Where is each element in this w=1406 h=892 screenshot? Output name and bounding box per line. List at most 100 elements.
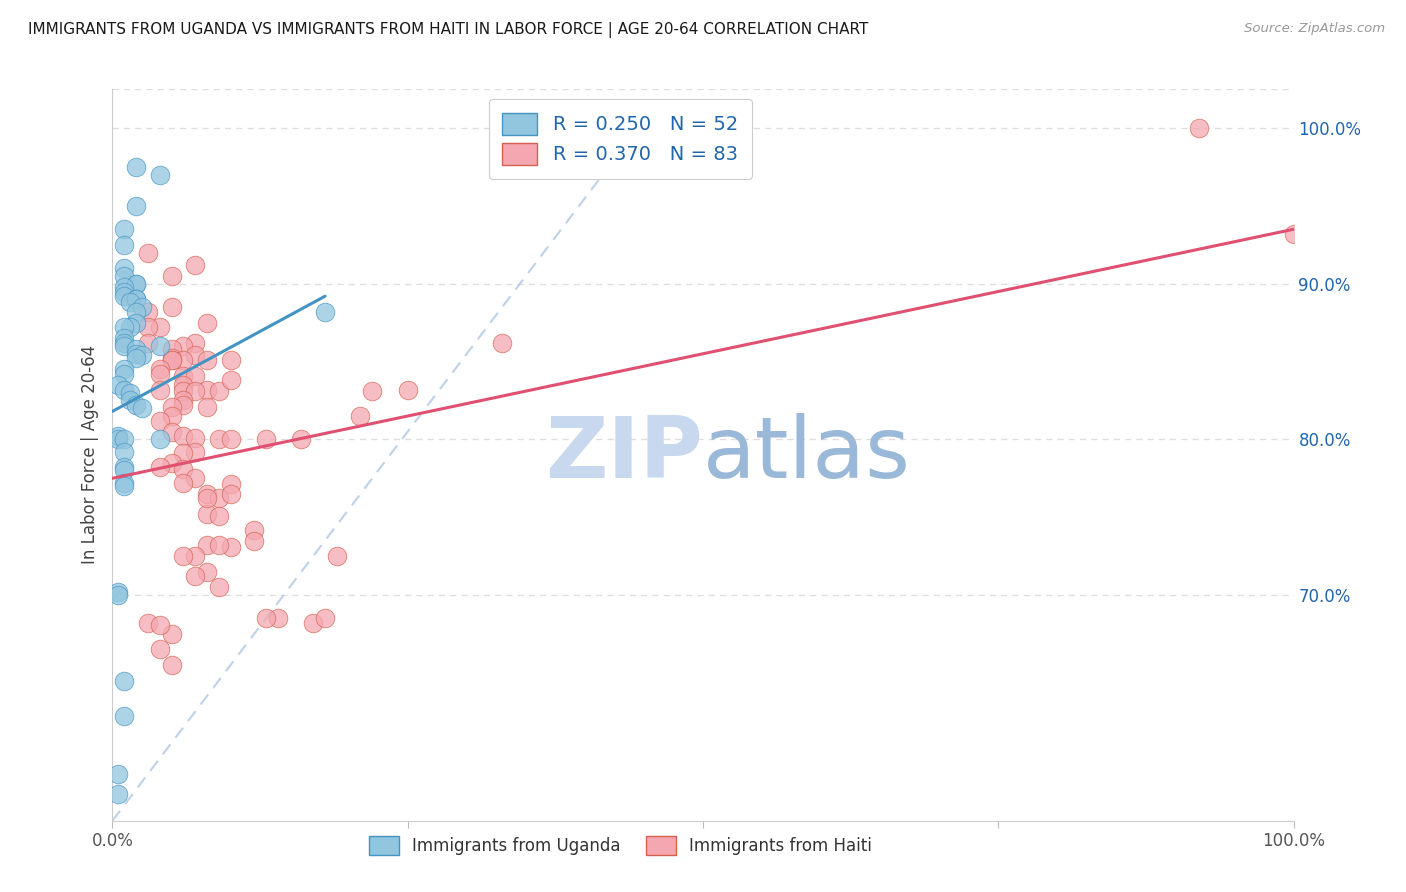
Point	[290, 433, 312, 447]
Point	[112, 433, 135, 447]
Point	[112, 362, 135, 376]
Point	[136, 615, 159, 630]
Point	[107, 787, 129, 801]
Point	[195, 507, 218, 521]
Point	[125, 342, 148, 356]
Point	[125, 316, 148, 330]
Point	[160, 658, 183, 673]
Point	[112, 335, 135, 350]
Point	[219, 487, 242, 501]
Point	[112, 673, 135, 688]
Point	[172, 368, 194, 383]
Point	[172, 353, 194, 368]
Point	[149, 460, 172, 475]
Point	[149, 168, 172, 182]
Point	[112, 320, 135, 334]
Point	[112, 463, 135, 477]
Point	[160, 300, 183, 314]
Point	[219, 373, 242, 387]
Point	[112, 237, 135, 252]
Point	[112, 285, 135, 299]
Point	[107, 585, 129, 599]
Point	[107, 433, 129, 447]
Point	[125, 293, 148, 307]
Text: Source: ZipAtlas.com: Source: ZipAtlas.com	[1244, 22, 1385, 36]
Text: atlas: atlas	[703, 413, 911, 497]
Point	[125, 304, 148, 318]
Point	[149, 617, 172, 632]
Point	[112, 383, 135, 397]
Point	[160, 268, 183, 283]
Point	[195, 538, 218, 552]
Point	[184, 471, 207, 485]
Point	[125, 351, 148, 366]
Point	[125, 160, 148, 174]
Point	[1282, 227, 1305, 241]
Point	[149, 367, 172, 381]
Point	[314, 611, 336, 625]
Point	[361, 384, 384, 398]
Point	[208, 433, 231, 447]
Point	[172, 446, 194, 460]
Point	[254, 433, 277, 447]
Point	[125, 277, 148, 291]
Point	[112, 479, 135, 493]
Point	[184, 549, 207, 563]
Text: IMMIGRANTS FROM UGANDA VS IMMIGRANTS FROM HAITI IN LABOR FORCE | AGE 20-64 CORRE: IMMIGRANTS FROM UGANDA VS IMMIGRANTS FRO…	[28, 22, 869, 38]
Point	[349, 409, 371, 423]
Point	[184, 368, 207, 383]
Point	[131, 348, 153, 362]
Point	[219, 353, 242, 368]
Point	[184, 258, 207, 272]
Point	[160, 353, 183, 368]
Point	[184, 431, 207, 445]
Point	[219, 433, 242, 447]
Point	[208, 538, 231, 552]
Point	[125, 398, 148, 412]
Point	[136, 335, 159, 350]
Point	[125, 277, 148, 291]
Point	[326, 549, 349, 563]
Point	[125, 199, 148, 213]
Point	[112, 367, 135, 381]
Point	[112, 222, 135, 236]
Point	[184, 445, 207, 459]
Point	[491, 335, 513, 350]
Point	[136, 245, 159, 260]
Point	[112, 339, 135, 353]
Point	[112, 280, 135, 294]
Point	[149, 414, 172, 428]
Point	[120, 385, 142, 400]
Point	[107, 429, 129, 443]
Point	[267, 611, 290, 625]
Point	[112, 475, 135, 490]
Point	[125, 347, 148, 361]
Point	[149, 320, 172, 334]
Point	[120, 295, 142, 310]
Point	[208, 508, 231, 523]
Point	[120, 320, 142, 334]
Point	[172, 429, 194, 443]
Point	[149, 433, 172, 447]
Point	[184, 569, 207, 583]
Point	[160, 400, 183, 414]
Point	[172, 549, 194, 563]
Point	[208, 384, 231, 398]
Point	[160, 342, 183, 356]
Point	[195, 487, 218, 501]
Point	[131, 401, 153, 416]
Point	[112, 709, 135, 723]
Point	[149, 642, 172, 657]
Point	[112, 331, 135, 345]
Point	[1188, 121, 1211, 136]
Point	[195, 400, 218, 414]
Point	[160, 409, 183, 423]
Point	[243, 523, 266, 537]
Point	[172, 462, 194, 476]
Point	[184, 335, 207, 350]
Point	[314, 304, 336, 318]
Point	[172, 339, 194, 353]
Point	[254, 611, 277, 625]
Point	[172, 377, 194, 392]
Point	[112, 289, 135, 303]
